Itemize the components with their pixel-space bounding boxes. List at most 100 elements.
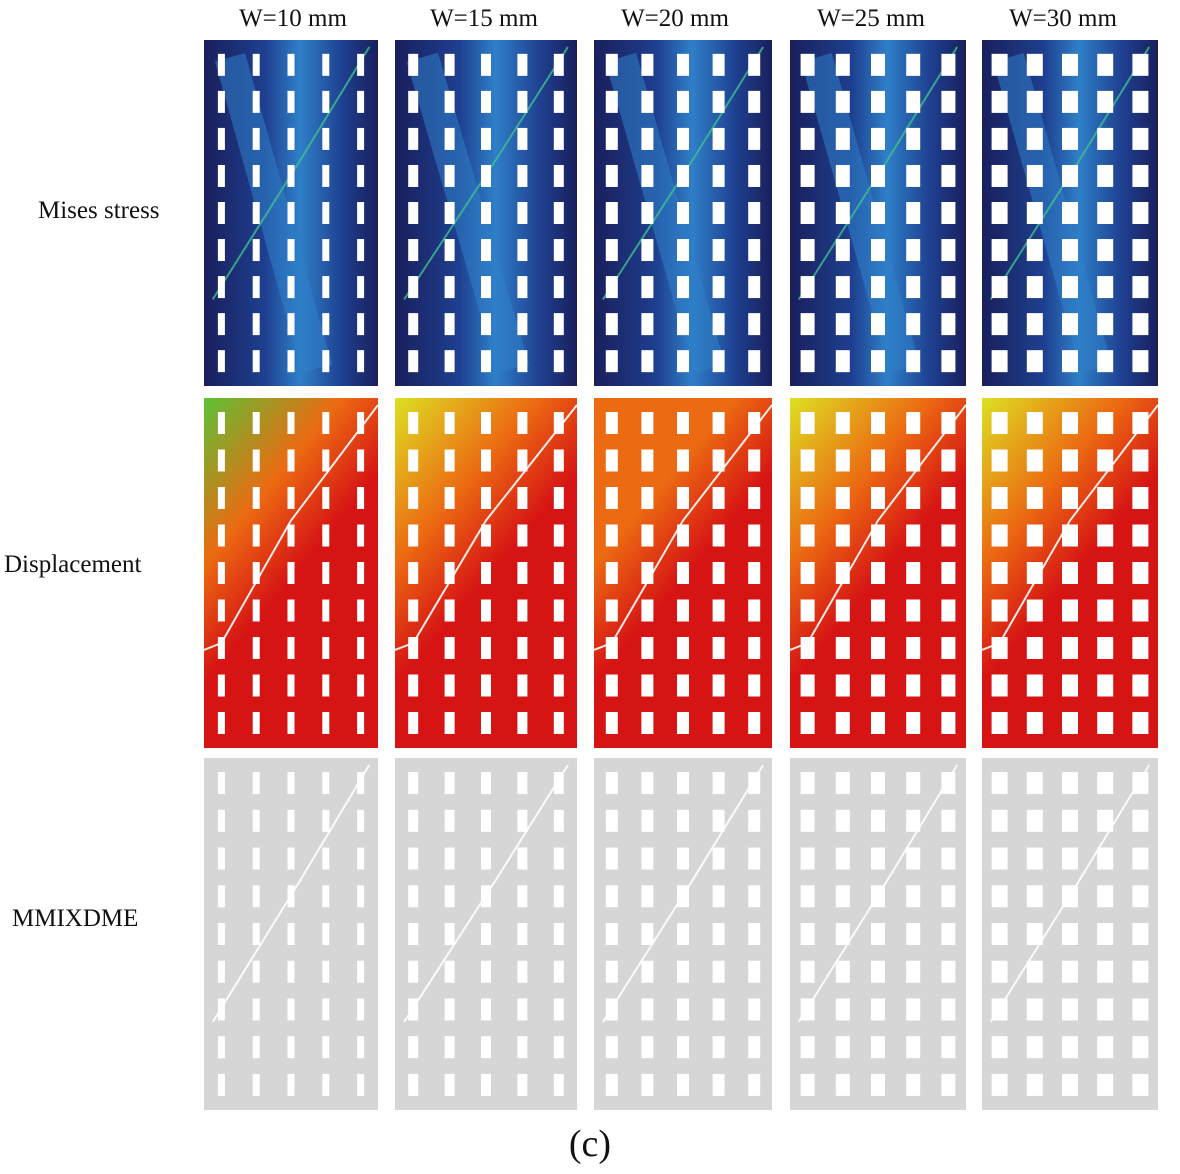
hole [991,847,1008,870]
hole [835,885,850,908]
hole [941,923,956,945]
hole [357,53,365,76]
hole [553,449,564,472]
hole [906,449,921,472]
hole [641,449,654,472]
contour-plot [204,40,378,386]
hole [871,923,885,945]
hole [517,524,528,547]
hole [1097,1036,1114,1059]
hole [800,239,815,262]
hole [357,164,365,187]
contour-plot [982,398,1158,748]
hole [481,809,491,832]
hole [1062,885,1078,908]
hole [1026,164,1043,187]
hole [605,923,618,945]
hole [1062,53,1078,76]
hole [1132,202,1149,224]
hole [1097,960,1114,983]
hole [712,562,725,584]
hole [357,239,365,262]
hole [357,524,365,547]
hole [408,637,419,659]
hole [677,562,689,584]
hole [800,772,815,795]
hole [835,53,850,76]
hole [444,847,455,870]
hole [217,127,225,150]
hole [906,637,921,659]
hole [712,313,725,336]
hole [1097,998,1114,1021]
hole [444,960,455,983]
hole [287,1073,295,1096]
hole [991,449,1008,472]
hole [835,202,850,224]
shear-band [993,52,1112,374]
hole [871,127,885,150]
hole [712,637,725,659]
hole [357,127,365,150]
hole [1062,313,1078,336]
hole [481,350,491,373]
hole [800,674,815,697]
hole [641,202,654,224]
hole [287,923,295,945]
hole [322,599,330,622]
hole [871,487,885,509]
hole [287,412,295,434]
hole [748,53,761,76]
hole [906,90,921,113]
hole [357,562,365,584]
hole [748,449,761,472]
hole [1062,276,1078,299]
hole [517,90,528,113]
hole [217,809,225,832]
hole [252,53,260,76]
hole [287,1036,295,1059]
hole [1026,524,1043,547]
hole [322,998,330,1021]
hole [641,350,654,373]
hole [800,599,815,622]
hole [252,809,260,832]
hole [906,885,921,908]
hole [748,772,761,795]
hole [444,276,455,299]
hole [322,53,330,76]
hole [1132,923,1149,945]
hole [481,960,491,983]
hole [1062,674,1078,697]
hole [1026,449,1043,472]
hole [252,674,260,697]
hole [1132,847,1149,870]
hole [677,412,689,434]
hole [1132,1036,1149,1059]
hole [906,847,921,870]
hole [408,524,419,547]
hole [800,998,815,1021]
hole [677,90,689,113]
hole [835,562,850,584]
contour-plot [395,398,577,748]
row-label-displacement: Displacement [4,551,142,578]
hole [517,562,528,584]
crack-path [602,46,764,301]
hole [481,239,491,262]
hole [408,998,419,1021]
contour-plot [204,758,378,1110]
hole [800,809,815,832]
hole [991,487,1008,509]
row-label-mises-stress: Mises stress [38,197,160,224]
hole [252,1036,260,1059]
hole [748,276,761,299]
hole [605,847,618,870]
hole [287,960,295,983]
hole [677,239,689,262]
hole [357,809,365,832]
hole [481,923,491,945]
hole [941,809,956,832]
hole [217,674,225,697]
hole [800,164,815,187]
